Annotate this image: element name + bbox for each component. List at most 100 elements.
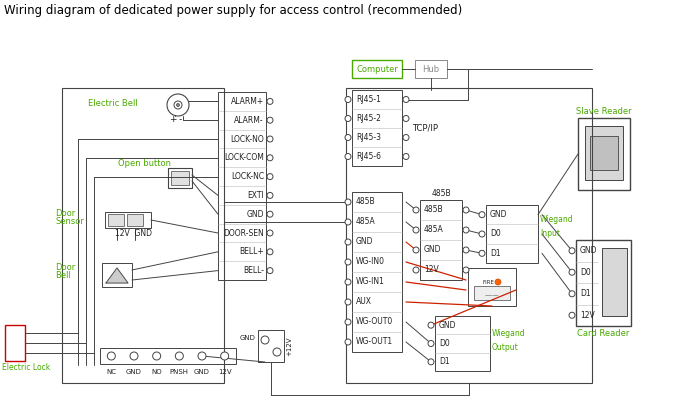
Bar — [105, 212, 151, 228]
Circle shape — [463, 247, 469, 253]
Circle shape — [153, 352, 161, 360]
Text: Computer: Computer — [356, 65, 398, 74]
Bar — [468, 268, 516, 306]
Circle shape — [345, 259, 351, 265]
Text: Door: Door — [55, 208, 76, 217]
Text: GND: GND — [424, 246, 442, 255]
Text: LOCK-NO: LOCK-NO — [230, 135, 264, 143]
Text: ALARM+: ALARM+ — [231, 97, 264, 106]
Circle shape — [428, 322, 434, 328]
Bar — [578, 118, 630, 190]
Circle shape — [261, 336, 269, 344]
Text: 12V: 12V — [580, 311, 595, 320]
Circle shape — [413, 207, 419, 213]
Text: —·—: —·— — [485, 293, 499, 299]
Text: Output: Output — [492, 343, 519, 351]
Text: 485B: 485B — [424, 206, 444, 215]
Text: 12V  GND: 12V GND — [115, 229, 152, 238]
Text: Input: Input — [540, 229, 560, 238]
Circle shape — [345, 154, 351, 160]
Circle shape — [107, 352, 115, 360]
Text: Wiring diagram of dedicated power supply for access control (recommended): Wiring diagram of dedicated power supply… — [4, 4, 462, 17]
Text: GND: GND — [247, 210, 264, 219]
Text: GND: GND — [194, 369, 210, 375]
Circle shape — [267, 267, 273, 274]
Circle shape — [463, 267, 469, 273]
Circle shape — [198, 352, 206, 360]
Circle shape — [167, 94, 189, 116]
Text: RJ45-2: RJ45-2 — [356, 114, 381, 123]
Bar — [486, 205, 538, 263]
Bar — [127, 214, 143, 226]
Bar — [602, 248, 627, 316]
Text: +: + — [169, 116, 177, 124]
Text: NO: NO — [151, 369, 162, 375]
Circle shape — [175, 352, 183, 360]
Text: Card Reader: Card Reader — [577, 330, 630, 339]
Circle shape — [267, 249, 273, 255]
Text: 485A: 485A — [356, 217, 376, 227]
Bar — [585, 126, 623, 180]
Bar — [590, 136, 618, 170]
Circle shape — [177, 103, 179, 107]
Text: D1: D1 — [490, 249, 501, 258]
Bar — [218, 92, 266, 280]
Text: D1: D1 — [580, 289, 591, 298]
Circle shape — [495, 279, 501, 285]
Circle shape — [267, 136, 273, 142]
Circle shape — [428, 359, 434, 365]
Text: GND: GND — [490, 210, 508, 219]
Text: Open button: Open button — [118, 160, 171, 168]
Text: RJ45-1: RJ45-1 — [356, 95, 381, 104]
Circle shape — [130, 352, 138, 360]
Circle shape — [463, 227, 469, 233]
Circle shape — [267, 174, 273, 180]
Text: WG-IN1: WG-IN1 — [356, 278, 385, 286]
Text: GND: GND — [580, 246, 598, 255]
Circle shape — [345, 279, 351, 285]
Bar — [108, 214, 124, 226]
Bar — [100, 348, 236, 364]
Text: LOCK-COM: LOCK-COM — [224, 153, 264, 162]
Bar — [352, 192, 402, 352]
Text: DOOR-SEN: DOOR-SEN — [223, 229, 264, 238]
Text: GND: GND — [356, 238, 374, 246]
Bar — [168, 168, 192, 188]
Circle shape — [267, 230, 273, 236]
Circle shape — [345, 97, 351, 103]
Text: BELL+: BELL+ — [239, 247, 264, 256]
Text: 12V: 12V — [218, 369, 232, 375]
Text: NC: NC — [106, 369, 116, 375]
Text: Bell: Bell — [55, 271, 71, 280]
Text: Electric Lock: Electric Lock — [2, 364, 50, 372]
Bar — [576, 240, 631, 326]
Text: +12V: +12V — [286, 336, 292, 356]
Text: RJ45-6: RJ45-6 — [356, 152, 381, 161]
Circle shape — [267, 192, 273, 198]
Text: D1: D1 — [439, 357, 449, 366]
Text: WG-IN0: WG-IN0 — [356, 257, 385, 267]
Text: D0: D0 — [439, 339, 450, 348]
Bar — [62, 88, 224, 383]
Text: 485A: 485A — [424, 225, 444, 234]
Text: LOCK-NC: LOCK-NC — [231, 172, 264, 181]
Text: GND: GND — [240, 335, 256, 341]
Bar — [5, 325, 25, 361]
Bar — [415, 60, 447, 78]
Text: PNSH: PNSH — [170, 369, 189, 375]
Circle shape — [569, 269, 575, 275]
Circle shape — [273, 348, 281, 356]
Bar — [102, 263, 132, 287]
Bar — [420, 200, 462, 280]
Circle shape — [413, 227, 419, 233]
Bar — [352, 90, 402, 166]
Text: RJ45-3: RJ45-3 — [356, 133, 381, 142]
Circle shape — [403, 116, 409, 122]
Circle shape — [569, 248, 575, 254]
Bar — [258, 330, 284, 362]
Text: -: - — [179, 116, 182, 124]
Circle shape — [413, 267, 419, 273]
Text: GND: GND — [126, 369, 142, 375]
Circle shape — [345, 116, 351, 122]
Text: FIRE: FIRE — [482, 280, 494, 284]
